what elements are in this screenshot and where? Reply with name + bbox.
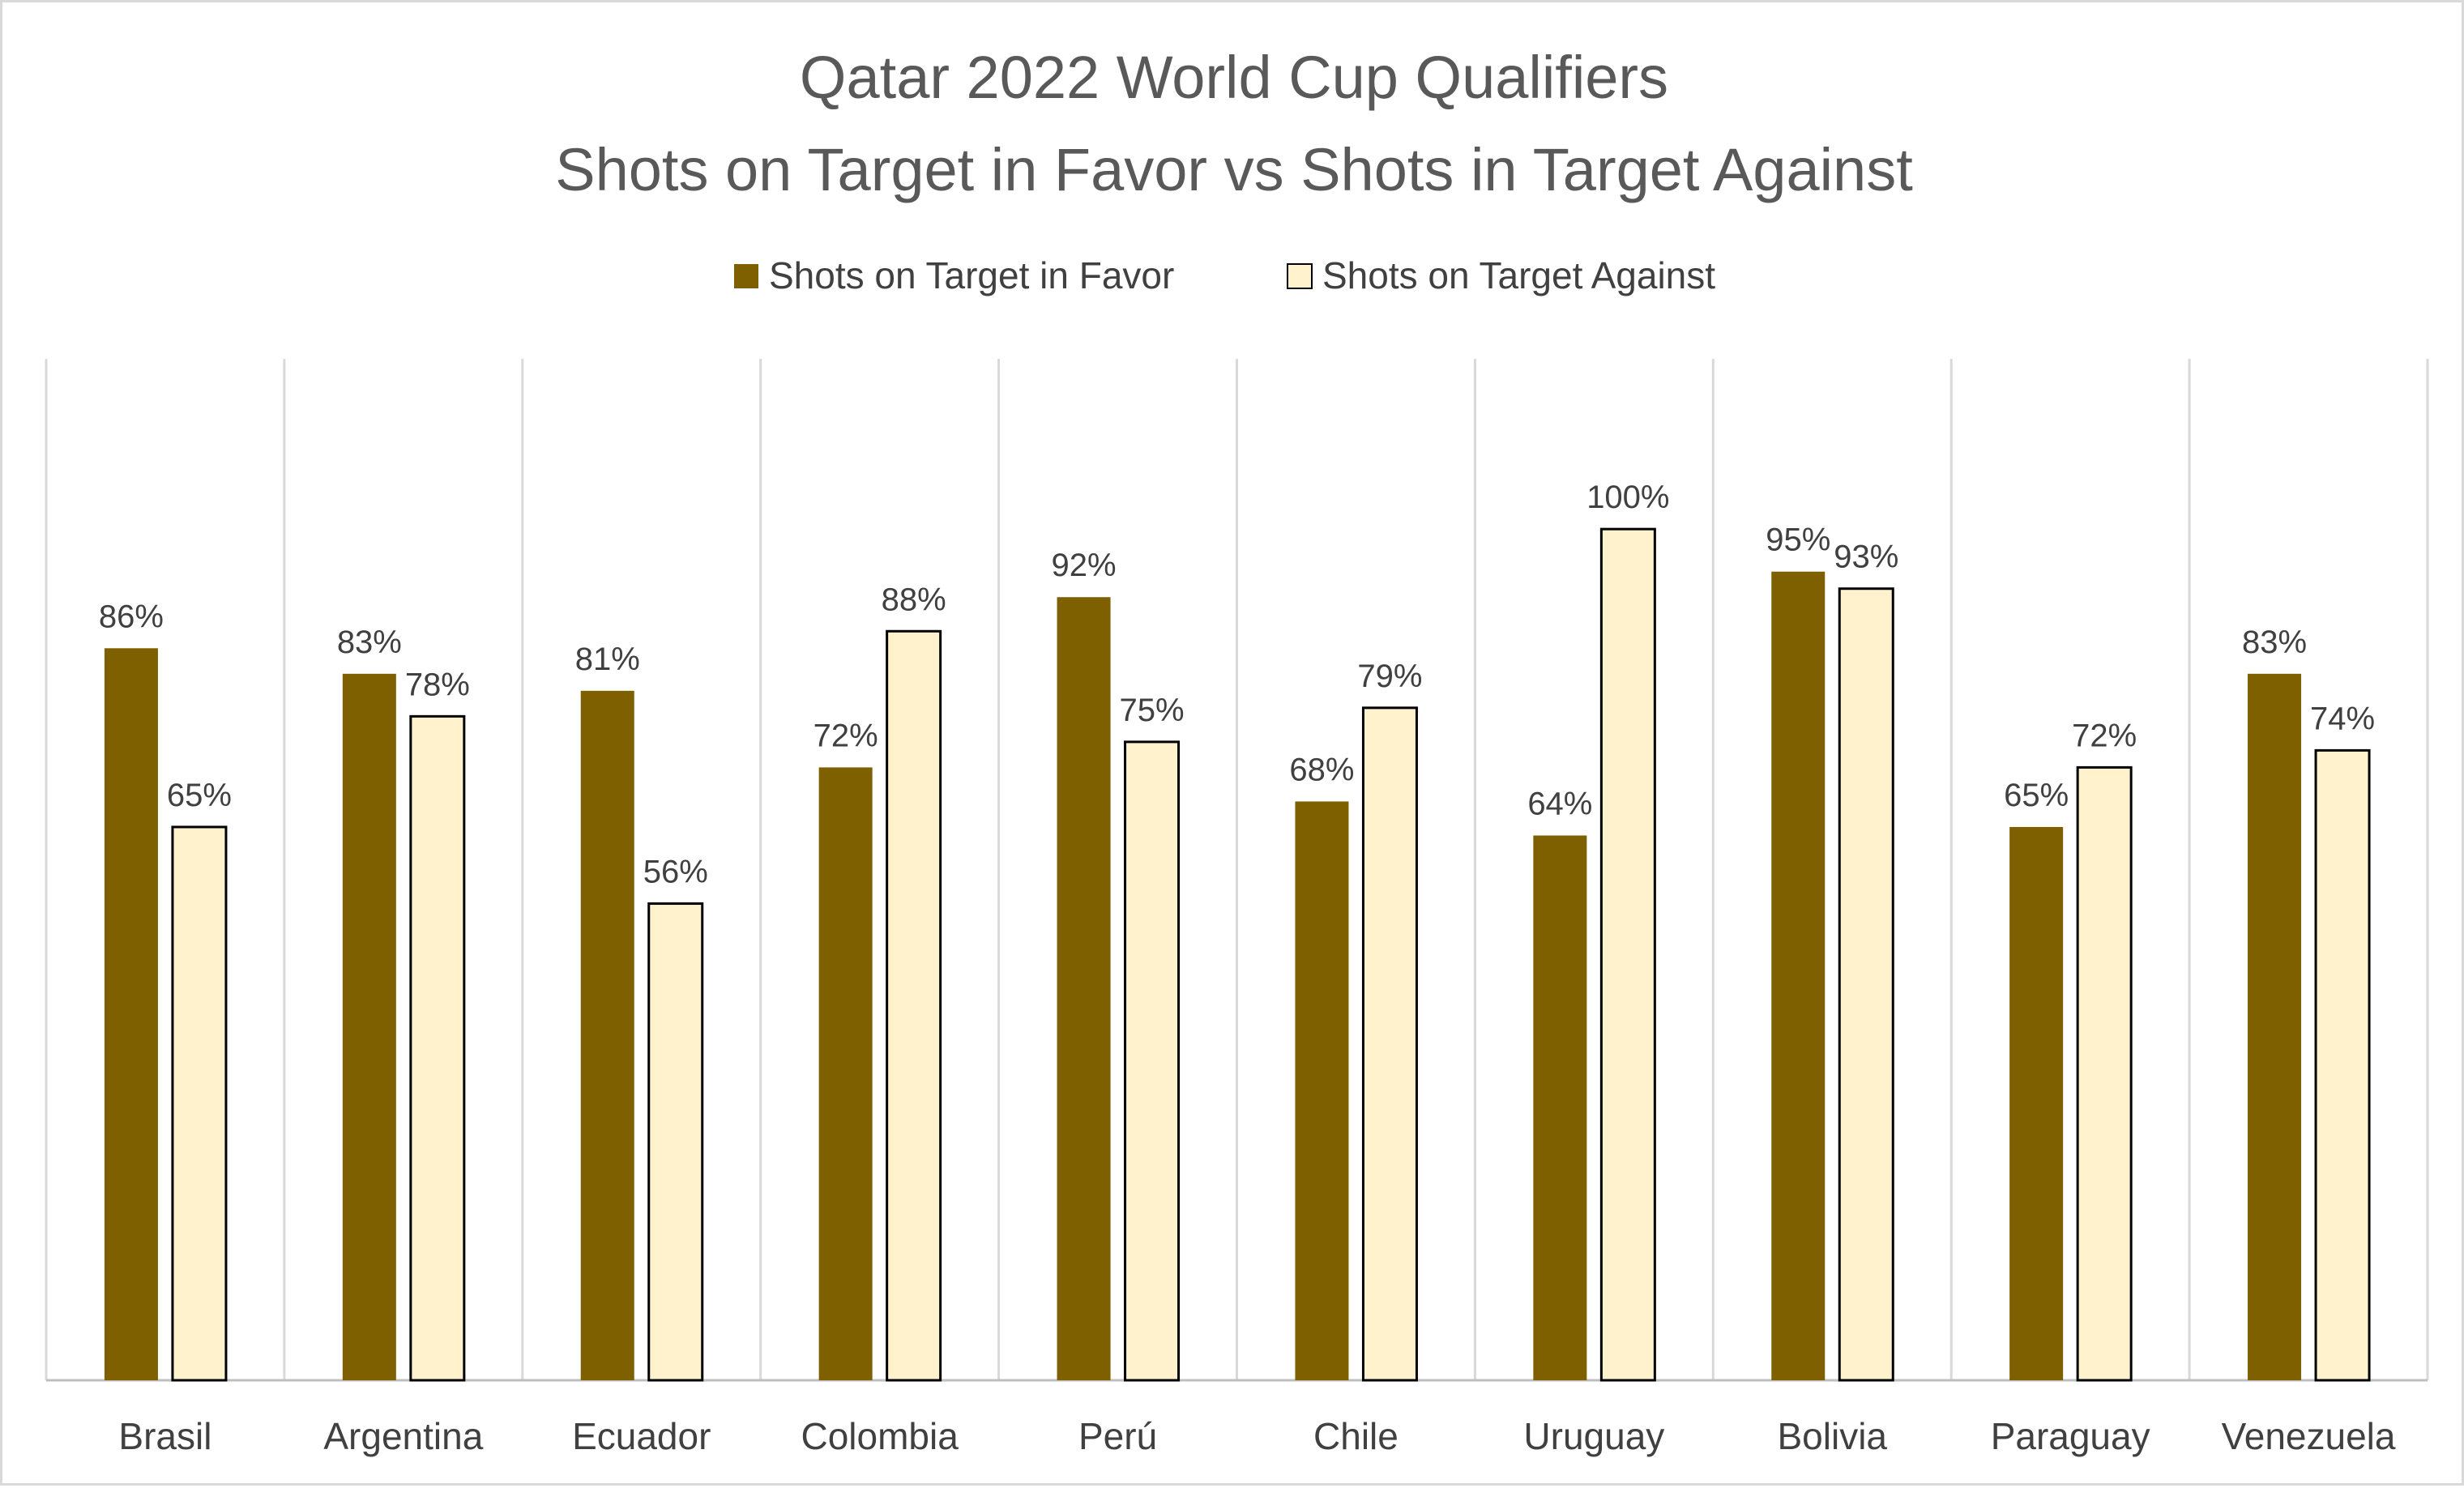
data-label-favor-6: 64%	[1527, 786, 1592, 821]
data-label-favor-7: 95%	[1766, 522, 1830, 558]
bar-favor-4	[1057, 597, 1111, 1380]
data-label-against-7: 93%	[1834, 539, 1898, 575]
bar-against-7	[1838, 587, 1894, 1382]
data-label-against-5: 79%	[1357, 659, 1422, 694]
bar-favor-7	[1771, 571, 1826, 1380]
bar-against-9	[2314, 748, 2371, 1382]
data-label-favor-0: 86%	[99, 599, 164, 634]
legend: Shots on Target in Favor Shots on Target…	[734, 254, 1715, 296]
data-label-against-4: 75%	[1120, 693, 1185, 728]
data-label-favor-9: 83%	[2242, 625, 2307, 660]
data-label-favor-5: 68%	[1289, 752, 1354, 787]
data-label-against-3: 88%	[882, 582, 946, 617]
legend-swatch-against	[1287, 263, 1313, 289]
category-label-4: Perú	[1078, 1415, 1157, 1457]
bar-against-5	[1361, 706, 1418, 1382]
bar-against-2	[647, 902, 704, 1382]
category-label-7: Bolivia	[1777, 1415, 1887, 1457]
bar-against-0	[171, 825, 228, 1382]
bar-against-4	[1124, 740, 1181, 1382]
category-labels: Brasil Argentina Ecuador Colombia Perú Chile U…	[118, 1415, 2395, 1457]
bar-favor-5	[1295, 801, 1349, 1380]
bar-against-8	[2076, 765, 2133, 1382]
chart-title: Qatar 2022 World Cup Qualifiers	[800, 44, 1668, 111]
bar-favor-2	[580, 690, 634, 1380]
category-label-5: Chile	[1313, 1415, 1399, 1457]
data-label-favor-4: 92%	[1052, 548, 1117, 583]
data-labels: 86%65%83%78%81%56%72%88%92%75%68%79%64%1…	[99, 480, 2375, 889]
data-label-favor-3: 72%	[814, 718, 878, 753]
bar-against-1	[409, 714, 466, 1382]
data-label-against-2: 56%	[643, 855, 708, 890]
bar-against-6	[1599, 527, 1656, 1382]
bar-favor-6	[1533, 835, 1587, 1380]
bars	[104, 527, 2371, 1382]
category-label-6: Uruguay	[1523, 1415, 1664, 1457]
data-label-against-1: 78%	[405, 667, 470, 702]
bar-favor-1	[342, 673, 396, 1380]
data-label-against-0: 65%	[167, 778, 232, 813]
bar-favor-3	[818, 767, 873, 1380]
category-label-3: Colombia	[801, 1415, 959, 1457]
bar-favor-9	[2248, 673, 2302, 1380]
bar-favor-0	[104, 648, 158, 1380]
category-label-0: Brasil	[118, 1415, 211, 1457]
legend-swatch-favor	[734, 264, 758, 288]
data-label-against-9: 74%	[2310, 701, 2375, 736]
category-label-2: Ecuador	[572, 1415, 711, 1457]
legend-label-against: Shots on Target Against	[1322, 254, 1715, 296]
data-label-against-8: 72%	[2072, 718, 2137, 753]
category-label-8: Paraguay	[1991, 1415, 2150, 1457]
data-label-favor-2: 81%	[575, 642, 640, 677]
chart-subtitle: Shots on Target in Favor vs Shots in Tar…	[555, 136, 1913, 203]
data-label-favor-8: 65%	[2004, 778, 2069, 813]
category-label-9: Venezuela	[2222, 1415, 2396, 1457]
bar-against-3	[886, 629, 942, 1382]
bar-favor-8	[2009, 826, 2064, 1380]
category-label-1: Argentina	[323, 1415, 483, 1457]
legend-label-favor: Shots on Target in Favor	[769, 254, 1174, 296]
data-label-against-6: 100%	[1586, 480, 1669, 515]
data-label-favor-1: 83%	[337, 625, 402, 660]
category-gridlines	[45, 359, 2429, 1380]
